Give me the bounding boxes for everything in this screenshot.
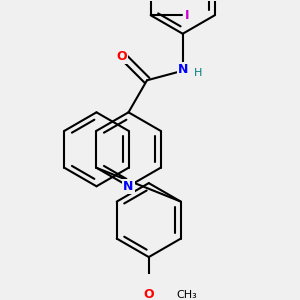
Text: CH₃: CH₃	[176, 290, 197, 299]
Text: O: O	[116, 50, 127, 63]
Text: O: O	[143, 288, 154, 300]
Text: I: I	[185, 9, 190, 22]
Text: N: N	[123, 180, 134, 193]
Text: H: H	[194, 68, 202, 78]
Text: N: N	[178, 63, 188, 76]
